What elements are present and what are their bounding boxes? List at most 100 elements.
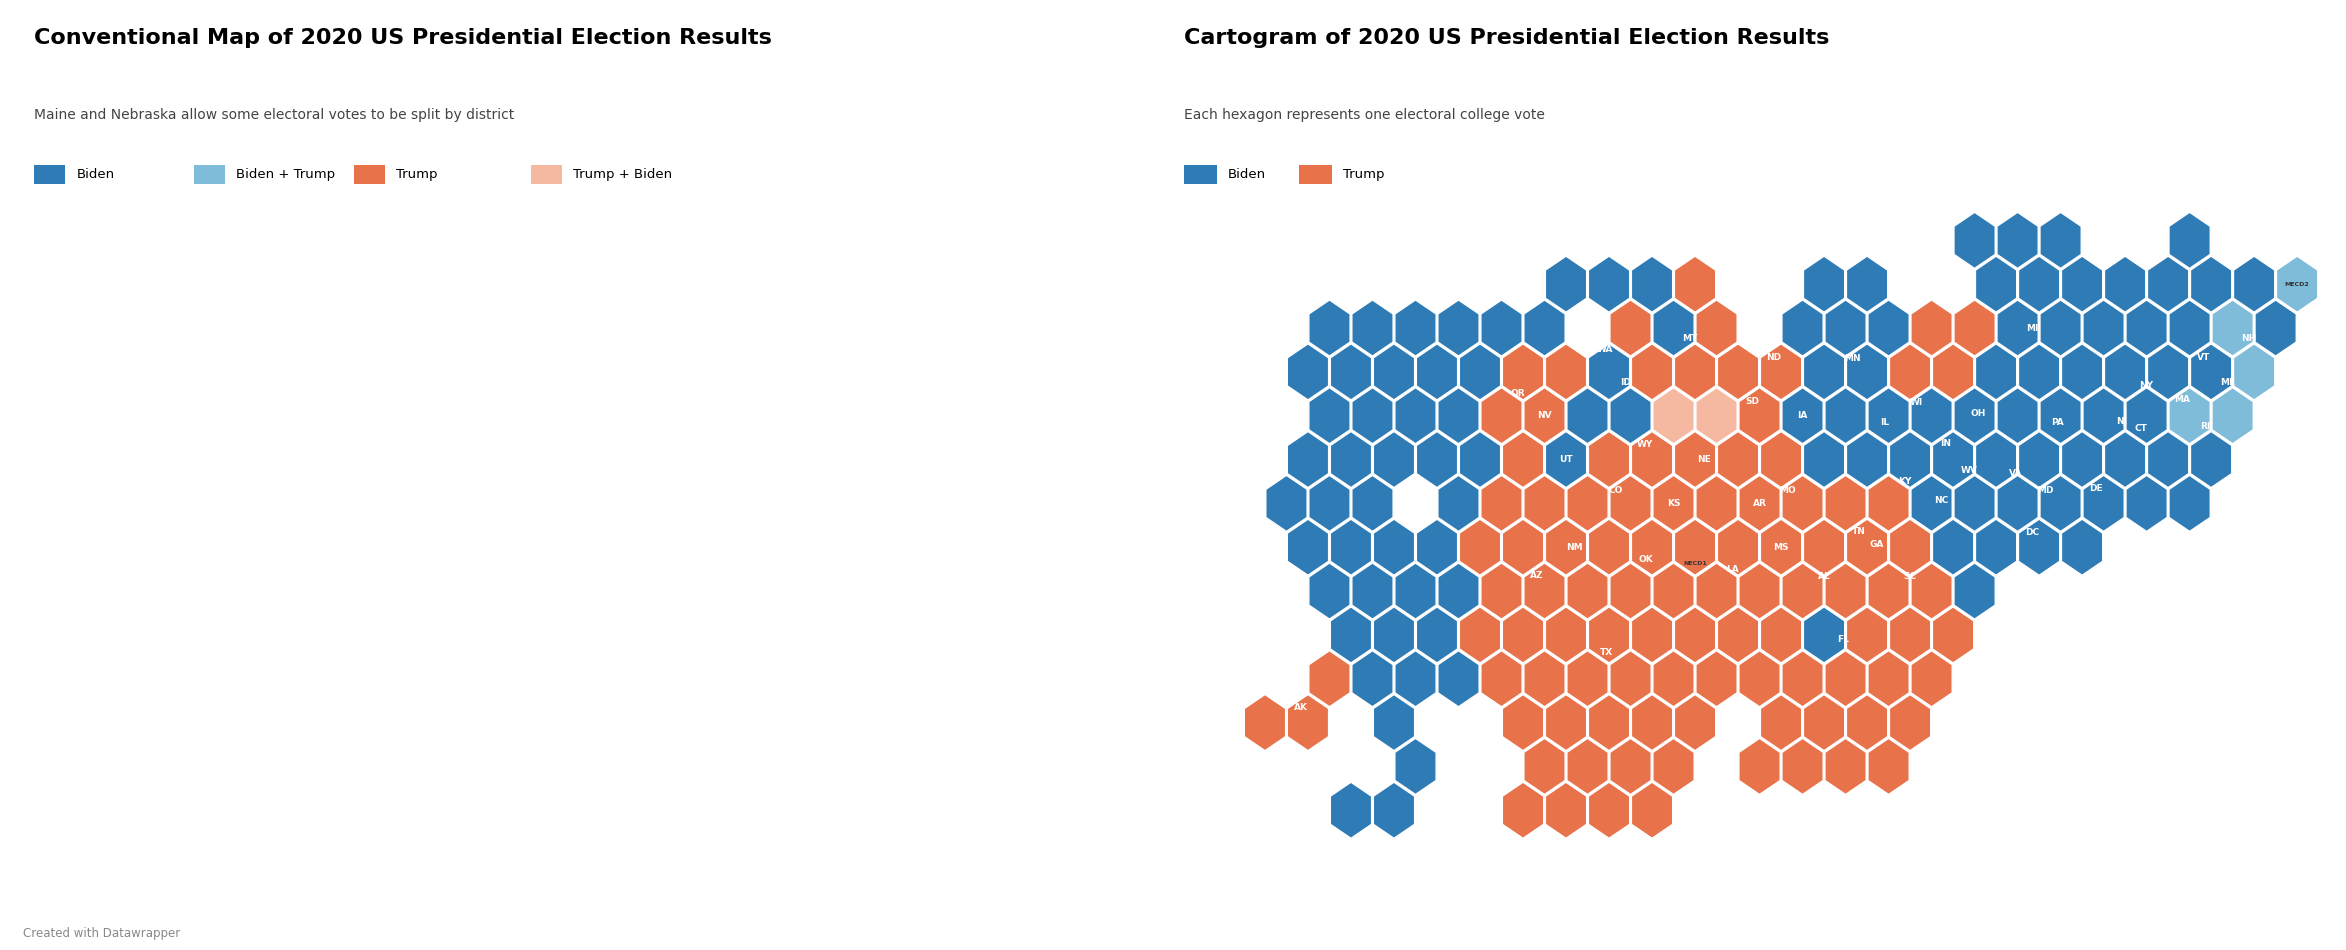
Polygon shape [2041, 388, 2081, 444]
Polygon shape [1889, 519, 1931, 576]
Polygon shape [1783, 475, 1823, 531]
Polygon shape [2104, 344, 2147, 400]
Polygon shape [1609, 388, 1652, 444]
Polygon shape [1696, 300, 1736, 356]
Polygon shape [1501, 607, 1544, 663]
Polygon shape [2041, 388, 2081, 444]
Polygon shape [2041, 388, 2081, 444]
Polygon shape [1609, 475, 1652, 531]
Polygon shape [1760, 519, 1802, 576]
Text: HI: HI [1384, 773, 1394, 782]
Bar [1300, 164, 1333, 184]
Polygon shape [1954, 388, 1994, 444]
Polygon shape [1933, 431, 1973, 487]
Polygon shape [1912, 300, 1952, 356]
Polygon shape [2104, 431, 2147, 487]
Text: NH: NH [2240, 334, 2257, 344]
Polygon shape [1846, 519, 1889, 576]
Polygon shape [1760, 431, 1802, 487]
Polygon shape [2041, 475, 2081, 531]
Polygon shape [1783, 738, 1823, 794]
Polygon shape [2018, 344, 2060, 400]
Polygon shape [2041, 300, 2081, 356]
Polygon shape [1630, 431, 1673, 487]
Polygon shape [1804, 431, 1844, 487]
Polygon shape [1654, 475, 1694, 531]
Polygon shape [1867, 388, 1910, 444]
Polygon shape [1933, 344, 1973, 400]
Text: AR: AR [1752, 499, 1767, 508]
Polygon shape [1738, 388, 1781, 444]
Polygon shape [1760, 519, 1802, 576]
Polygon shape [1825, 738, 1865, 794]
Polygon shape [2233, 344, 2276, 400]
Polygon shape [2041, 475, 2081, 531]
Polygon shape [1846, 431, 1889, 487]
Polygon shape [1288, 431, 1328, 487]
Polygon shape [1696, 475, 1736, 531]
Polygon shape [1912, 475, 1952, 531]
Polygon shape [1912, 300, 1952, 356]
Polygon shape [2083, 388, 2123, 444]
Polygon shape [1825, 563, 1865, 619]
Polygon shape [2147, 344, 2189, 400]
Polygon shape [2041, 475, 2081, 531]
Polygon shape [1654, 300, 1694, 356]
Polygon shape [1480, 300, 1523, 356]
Polygon shape [1546, 519, 1586, 576]
Polygon shape [1738, 563, 1781, 619]
Polygon shape [1889, 519, 1931, 576]
Polygon shape [2104, 431, 2147, 487]
Polygon shape [2083, 300, 2123, 356]
Polygon shape [1912, 475, 1952, 531]
Polygon shape [1760, 344, 1802, 400]
Polygon shape [2147, 431, 2189, 487]
Polygon shape [1696, 563, 1736, 619]
Polygon shape [1717, 431, 1760, 487]
Polygon shape [1738, 563, 1781, 619]
Polygon shape [2083, 475, 2123, 531]
Polygon shape [1654, 388, 1694, 444]
Text: Biden + Trump: Biden + Trump [237, 168, 335, 180]
Polygon shape [1630, 607, 1673, 663]
Text: ID: ID [1619, 378, 1630, 388]
Polygon shape [1501, 431, 1544, 487]
Polygon shape [1696, 651, 1736, 707]
Polygon shape [1933, 344, 1973, 400]
Polygon shape [1933, 607, 1973, 663]
Polygon shape [1783, 563, 1823, 619]
Polygon shape [1654, 651, 1694, 707]
Polygon shape [1867, 475, 1910, 531]
Polygon shape [1525, 388, 1565, 444]
Polygon shape [1867, 300, 1910, 356]
Polygon shape [1351, 651, 1394, 707]
Text: Each hexagon represents one electoral college vote: Each hexagon represents one electoral co… [1185, 108, 1546, 123]
Polygon shape [1954, 388, 1994, 444]
Polygon shape [2041, 475, 2081, 531]
Polygon shape [1804, 519, 1844, 576]
Polygon shape [2147, 344, 2189, 400]
Text: DC: DC [2025, 528, 2039, 537]
Polygon shape [1912, 475, 1952, 531]
Polygon shape [1396, 388, 1436, 444]
Polygon shape [1954, 475, 1994, 531]
Polygon shape [1675, 694, 1715, 750]
Polygon shape [1954, 388, 1994, 444]
Text: Trump: Trump [1344, 168, 1384, 180]
Polygon shape [1912, 475, 1952, 531]
Polygon shape [1351, 475, 1394, 531]
Polygon shape [1867, 388, 1910, 444]
Polygon shape [1501, 607, 1544, 663]
Polygon shape [1330, 344, 1372, 400]
Polygon shape [1825, 475, 1865, 531]
Polygon shape [1996, 475, 2039, 531]
Polygon shape [1609, 388, 1652, 444]
Polygon shape [2170, 388, 2210, 444]
Polygon shape [1546, 344, 1586, 400]
Polygon shape [1675, 519, 1715, 576]
Polygon shape [2062, 431, 2102, 487]
Polygon shape [1459, 344, 1501, 400]
Polygon shape [2062, 431, 2102, 487]
Polygon shape [1438, 300, 1478, 356]
Polygon shape [1243, 694, 1286, 750]
